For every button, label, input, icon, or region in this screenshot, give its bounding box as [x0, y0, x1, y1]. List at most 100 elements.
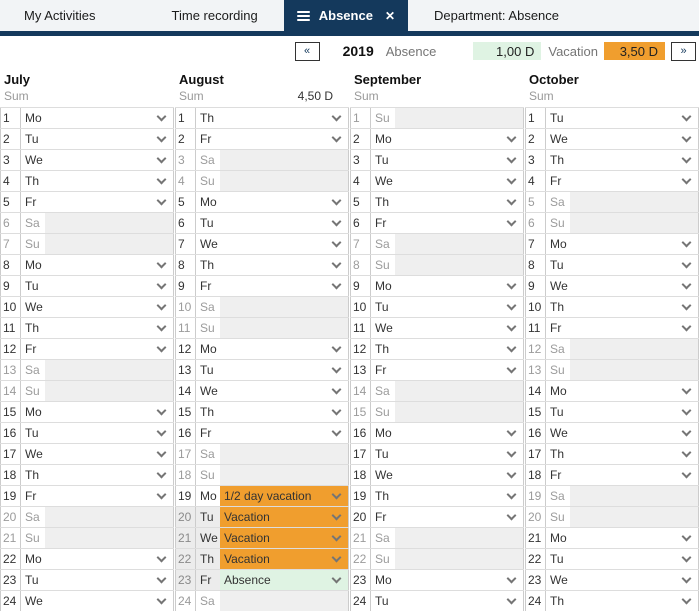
absence-type-select[interactable] — [45, 591, 174, 611]
absence-type-select[interactable] — [220, 234, 349, 254]
absence-type-select[interactable] — [45, 549, 174, 569]
tab-bar: My Activities Time recording Absence ✕ D… — [0, 0, 699, 31]
absence-type-select[interactable] — [220, 255, 349, 275]
absence-type-select[interactable] — [570, 549, 699, 569]
absence-type-select[interactable] — [220, 276, 349, 296]
absence-type-select[interactable] — [395, 360, 524, 380]
absence-type-select[interactable] — [570, 528, 699, 548]
close-icon[interactable]: ✕ — [384, 8, 395, 23]
absence-type-select[interactable]: Vacation — [220, 549, 349, 569]
absence-type-select[interactable] — [45, 570, 174, 590]
absence-type-select[interactable] — [395, 150, 524, 170]
absence-type-select[interactable] — [570, 297, 699, 317]
prev-year-button[interactable]: « — [294, 41, 320, 61]
absence-type-select[interactable] — [45, 297, 174, 317]
absence-type-select[interactable] — [570, 591, 699, 611]
absence-type-select[interactable] — [45, 150, 174, 170]
day-abbrev: Tu — [371, 591, 395, 611]
absence-type-select[interactable] — [395, 486, 524, 506]
day-number: 15 — [175, 402, 196, 422]
absence-type-select[interactable]: 1/2 day vacation — [220, 486, 349, 506]
day-abbrev: Tu — [546, 549, 570, 569]
absence-type-select[interactable] — [45, 171, 174, 191]
absence-type-select[interactable] — [570, 234, 699, 254]
absence-type-select[interactable] — [570, 129, 699, 149]
absence-type-select[interactable] — [395, 423, 524, 443]
absence-type-select[interactable] — [570, 276, 699, 296]
day-abbrev: Fr — [196, 423, 220, 443]
absence-type-select[interactable] — [45, 192, 174, 212]
absence-type-select[interactable] — [570, 108, 699, 128]
absence-type-select[interactable] — [395, 192, 524, 212]
absence-type-select[interactable] — [45, 444, 174, 464]
absence-type-select[interactable] — [570, 318, 699, 338]
absence-type-select[interactable] — [45, 339, 174, 359]
absence-type-select[interactable] — [395, 318, 524, 338]
day-abbrev: We — [546, 129, 570, 149]
absence-type-select[interactable] — [395, 591, 524, 611]
tab-time-recording[interactable]: Time recording — [171, 8, 258, 23]
absence-type-select[interactable] — [45, 402, 174, 422]
chevron-down-icon — [156, 573, 167, 583]
absence-type-select[interactable] — [45, 465, 174, 485]
day-number: 14 — [350, 381, 371, 401]
tab-department-absence[interactable]: Department: Absence — [434, 8, 560, 23]
absence-type-select[interactable] — [45, 276, 174, 296]
absence-type-select[interactable]: Vacation — [220, 528, 349, 548]
day-abbrev: Tu — [21, 129, 45, 149]
absence-type-select[interactable] — [220, 129, 349, 149]
next-year-button[interactable]: » — [671, 41, 696, 61]
absence-type-select[interactable] — [395, 276, 524, 296]
absence-type-select[interactable] — [220, 381, 349, 401]
absence-type-select[interactable] — [45, 318, 174, 338]
absence-type-select[interactable] — [220, 108, 349, 128]
absence-type-select[interactable] — [220, 423, 349, 443]
absence-type-select[interactable] — [395, 129, 524, 149]
absence-type-select[interactable] — [220, 192, 349, 212]
absence-type-select[interactable] — [395, 171, 524, 191]
day-row: 23 We — [525, 570, 699, 591]
day-abbrev: Mo — [371, 129, 395, 149]
absence-entry-text: Vacation — [224, 510, 270, 524]
absence-type-select[interactable] — [570, 570, 699, 590]
absence-type-select[interactable] — [570, 150, 699, 170]
absence-type-select[interactable] — [220, 402, 349, 422]
absence-type-select[interactable] — [570, 255, 699, 275]
absence-type-select[interactable] — [45, 108, 174, 128]
absence-type-select[interactable] — [45, 486, 174, 506]
tab-my-activities[interactable]: My Activities — [24, 8, 96, 23]
day-abbrev: Su — [546, 360, 570, 380]
day-row: 9 We — [525, 276, 699, 297]
day-abbrev: Fr — [371, 360, 395, 380]
absence-type-select[interactable] — [395, 444, 524, 464]
hamburger-menu-icon[interactable] — [296, 10, 310, 21]
chevron-down-icon — [681, 279, 692, 289]
absence-type-select[interactable] — [395, 465, 524, 485]
absence-type-select[interactable] — [570, 423, 699, 443]
absence-type-select[interactable] — [570, 465, 699, 485]
absence-type-select[interactable] — [220, 339, 349, 359]
absence-type-select[interactable] — [45, 129, 174, 149]
absence-type-select[interactable] — [570, 402, 699, 422]
absence-type-select[interactable] — [220, 360, 349, 380]
absence-type-select[interactable] — [45, 423, 174, 443]
absence-type-select[interactable] — [395, 297, 524, 317]
day-row: 20 Tu Vacation — [175, 507, 349, 528]
absence-type-select[interactable] — [395, 570, 524, 590]
day-number: 22 — [175, 549, 196, 569]
absence-type-select[interactable] — [220, 213, 349, 233]
absence-type-select[interactable] — [395, 213, 524, 233]
absence-type-select[interactable] — [395, 339, 524, 359]
absence-type-select[interactable] — [395, 507, 524, 527]
tab-absence[interactable]: Absence ✕ — [283, 0, 408, 31]
day-row: 1 Tu — [525, 108, 699, 129]
absence-type-select[interactable]: Absence — [220, 570, 349, 590]
absence-type-select[interactable] — [570, 444, 699, 464]
day-abbrev: Mo — [21, 255, 45, 275]
day-number: 8 — [0, 255, 21, 275]
absence-type-select[interactable] — [45, 255, 174, 275]
absence-type-select[interactable] — [570, 171, 699, 191]
absence-type-select[interactable] — [570, 381, 699, 401]
day-abbrev: Th — [196, 255, 220, 275]
absence-type-select[interactable]: Vacation — [220, 507, 349, 527]
